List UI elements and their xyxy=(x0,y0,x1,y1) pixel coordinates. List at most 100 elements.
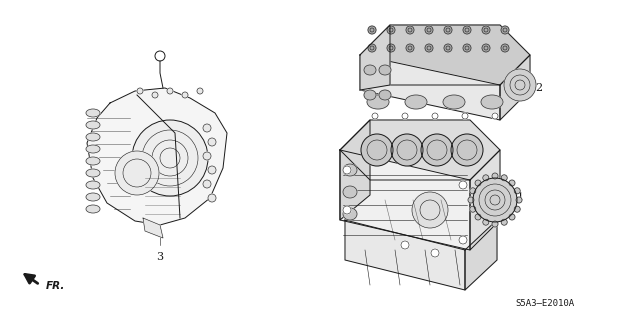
Circle shape xyxy=(492,221,498,227)
Ellipse shape xyxy=(86,157,100,165)
Ellipse shape xyxy=(86,181,100,189)
Circle shape xyxy=(501,26,509,34)
Circle shape xyxy=(372,113,378,119)
Circle shape xyxy=(425,44,433,52)
Circle shape xyxy=(504,69,536,101)
Ellipse shape xyxy=(364,90,376,100)
Circle shape xyxy=(451,134,483,166)
Polygon shape xyxy=(345,220,465,290)
Circle shape xyxy=(406,44,414,52)
Circle shape xyxy=(137,88,143,94)
Circle shape xyxy=(509,180,515,186)
Circle shape xyxy=(492,113,498,119)
Polygon shape xyxy=(360,25,390,90)
Circle shape xyxy=(516,197,522,203)
Ellipse shape xyxy=(367,95,389,109)
Circle shape xyxy=(475,180,481,186)
Circle shape xyxy=(208,194,216,202)
Ellipse shape xyxy=(343,186,357,198)
Circle shape xyxy=(463,44,471,52)
Circle shape xyxy=(203,180,211,188)
Circle shape xyxy=(343,206,351,214)
Ellipse shape xyxy=(443,95,465,109)
Circle shape xyxy=(387,26,395,34)
Circle shape xyxy=(431,249,439,257)
Circle shape xyxy=(444,26,452,34)
Circle shape xyxy=(483,175,489,181)
Ellipse shape xyxy=(86,193,100,201)
Circle shape xyxy=(425,26,433,34)
Ellipse shape xyxy=(86,145,100,153)
Text: FR.: FR. xyxy=(46,281,65,291)
Circle shape xyxy=(509,214,515,220)
Polygon shape xyxy=(143,218,163,238)
Ellipse shape xyxy=(343,164,357,176)
Circle shape xyxy=(459,236,467,244)
Text: 3: 3 xyxy=(156,252,164,262)
Text: 2: 2 xyxy=(535,83,542,93)
Ellipse shape xyxy=(86,121,100,129)
Circle shape xyxy=(473,178,517,222)
Polygon shape xyxy=(500,55,530,120)
Polygon shape xyxy=(87,88,227,225)
Circle shape xyxy=(361,134,393,166)
Ellipse shape xyxy=(86,133,100,141)
Ellipse shape xyxy=(481,95,503,109)
Circle shape xyxy=(343,166,351,174)
Circle shape xyxy=(115,151,159,195)
Ellipse shape xyxy=(343,208,357,220)
Circle shape xyxy=(402,113,408,119)
Polygon shape xyxy=(360,55,500,120)
Circle shape xyxy=(132,120,208,196)
Circle shape xyxy=(514,188,520,194)
Circle shape xyxy=(182,92,188,98)
Circle shape xyxy=(208,166,216,174)
Polygon shape xyxy=(470,150,500,250)
Circle shape xyxy=(459,181,467,189)
Circle shape xyxy=(470,188,476,194)
Text: S5A3–E2010A: S5A3–E2010A xyxy=(515,299,575,308)
Ellipse shape xyxy=(364,65,376,75)
Circle shape xyxy=(421,134,453,166)
Circle shape xyxy=(203,124,211,132)
Polygon shape xyxy=(360,25,530,85)
Circle shape xyxy=(208,138,216,146)
Circle shape xyxy=(152,92,158,98)
Circle shape xyxy=(462,113,468,119)
Circle shape xyxy=(197,88,203,94)
Circle shape xyxy=(368,44,376,52)
Circle shape xyxy=(463,26,471,34)
Polygon shape xyxy=(340,120,370,220)
Circle shape xyxy=(432,113,438,119)
Circle shape xyxy=(470,206,476,212)
Circle shape xyxy=(203,152,211,160)
Circle shape xyxy=(482,26,490,34)
Circle shape xyxy=(501,44,509,52)
Circle shape xyxy=(468,197,474,203)
Circle shape xyxy=(482,44,490,52)
Circle shape xyxy=(401,241,409,249)
Ellipse shape xyxy=(379,65,391,75)
Text: 1: 1 xyxy=(517,192,524,202)
Circle shape xyxy=(514,206,520,212)
Circle shape xyxy=(501,219,507,225)
Ellipse shape xyxy=(86,205,100,213)
Circle shape xyxy=(501,175,507,181)
Polygon shape xyxy=(340,150,470,250)
Ellipse shape xyxy=(86,109,100,117)
Circle shape xyxy=(387,44,395,52)
Polygon shape xyxy=(465,220,497,290)
Circle shape xyxy=(492,173,498,179)
Circle shape xyxy=(483,219,489,225)
Polygon shape xyxy=(340,120,500,180)
Circle shape xyxy=(391,134,423,166)
Ellipse shape xyxy=(86,169,100,177)
Ellipse shape xyxy=(379,90,391,100)
Circle shape xyxy=(475,214,481,220)
Circle shape xyxy=(368,26,376,34)
Ellipse shape xyxy=(405,95,427,109)
Circle shape xyxy=(406,26,414,34)
Circle shape xyxy=(444,44,452,52)
Circle shape xyxy=(167,88,173,94)
Circle shape xyxy=(412,192,448,228)
